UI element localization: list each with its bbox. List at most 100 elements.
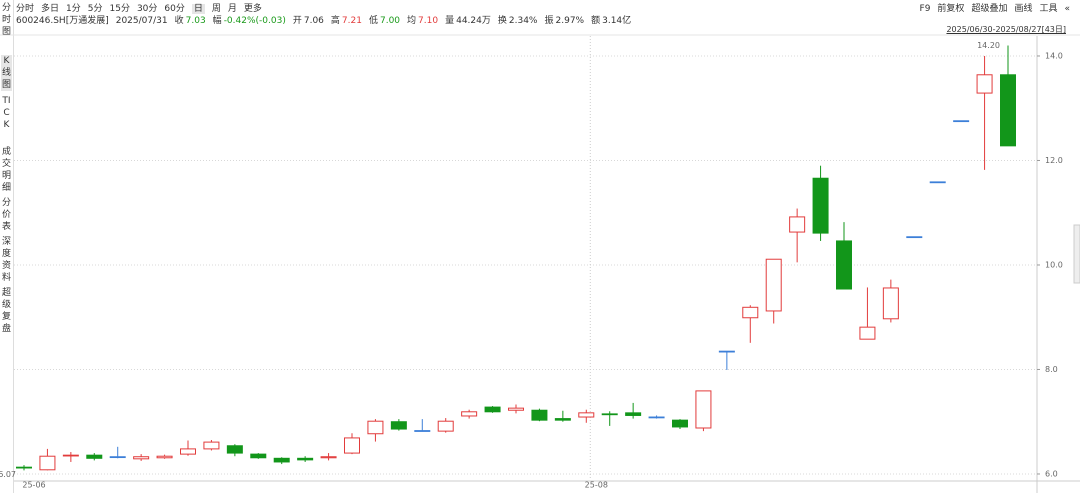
period-button[interactable]: 1分	[66, 4, 81, 14]
quote-item: 低 7.00	[369, 16, 400, 26]
candle-body	[484, 406, 501, 413]
candle-body	[578, 412, 595, 418]
candle-body	[906, 236, 923, 239]
period-button[interactable]: 15分	[109, 4, 130, 14]
candle-body	[976, 74, 993, 94]
candle-body	[390, 421, 407, 430]
candle-body	[601, 413, 618, 416]
stock-code: 600246.SH[万通发展]	[16, 16, 109, 26]
quote-value: -0.42%(-0.03)	[223, 16, 286, 26]
period-button[interactable]: 分时	[16, 4, 35, 14]
candle-body	[1000, 74, 1016, 147]
quote-info: 600246.SH[万通发展] 2025/07/31 收 7.03 幅 -0.42%(-0…	[16, 13, 638, 26]
extreme-label: 6.07	[0, 470, 16, 479]
quote-value: 7.03	[185, 16, 206, 26]
toolbar-right: F9 前复权 超级叠加 画线 工具 «	[913, 1, 1070, 14]
candle-body	[882, 287, 899, 320]
candle-body	[320, 456, 337, 459]
quote-value: 7.00	[379, 16, 401, 26]
period-button[interactable]: 5分	[87, 4, 103, 14]
quote-label: 高	[330, 16, 340, 26]
quote-item: 高 7.21	[331, 16, 362, 26]
sidebar: 分时图 K线图 TICK 成交明细分价表深度资料超级复盘	[0, 0, 14, 493]
quote-item: 量 44.24万	[445, 16, 491, 26]
candle-body	[461, 411, 478, 417]
sidebar-tab[interactable]: 分时图	[1, 3, 11, 37]
y-tick-label: 6.0	[1045, 469, 1058, 478]
y-tick-label: 14.0	[1045, 51, 1063, 60]
tool-button[interactable]: 画线	[1014, 4, 1033, 14]
candle-body	[859, 326, 876, 340]
sidebar-tab[interactable]: 超级复盘	[1, 288, 11, 334]
tool-button[interactable]: 超级叠加	[971, 4, 1008, 14]
candle-body	[789, 216, 806, 233]
tool-button[interactable]: 工具	[1039, 4, 1058, 14]
quote-date: 2025/07/31	[115, 16, 168, 26]
candle-body	[180, 448, 196, 455]
period-button[interactable]: 月	[227, 4, 237, 14]
sidebar-tab[interactable]: TICK	[2, 96, 11, 130]
candle-body	[109, 456, 126, 459]
quote-label: 额	[591, 16, 601, 26]
quote-item: 振 2.97%	[544, 16, 584, 26]
period-button[interactable]: 多日	[41, 4, 60, 14]
quote-item: 幅 -0.42%(-0.03)	[213, 16, 286, 26]
candle-body	[812, 177, 829, 234]
period-button[interactable]: 日	[191, 4, 205, 14]
candle-body	[344, 437, 360, 454]
sidebar-tab[interactable]: 成交明细	[1, 147, 11, 193]
candle-body	[250, 453, 267, 459]
candle-body	[625, 412, 642, 416]
candle-body	[742, 306, 759, 319]
period-button[interactable]: 60分	[164, 4, 185, 14]
candle-body	[39, 455, 56, 471]
candle-body	[414, 430, 431, 432]
extreme-label: 14.20	[977, 41, 1000, 50]
quote-value: 44.24万	[456, 16, 491, 26]
quote-value: 7.06	[303, 16, 324, 26]
candle-body	[953, 120, 970, 123]
toolbar: 分时 多日 1分 5分 15分 30分 60分日周月更多	[16, 1, 269, 14]
quote-value: 2.97%	[555, 16, 585, 26]
y-tick-label: 10.0	[1045, 260, 1063, 269]
quote-label: 均	[407, 16, 417, 26]
tool-button[interactable]: «	[1064, 4, 1070, 14]
candle-body	[437, 420, 454, 432]
candle-body	[86, 454, 103, 459]
period-button[interactable]: 30分	[136, 4, 158, 14]
candle-body	[836, 240, 852, 290]
candle-body	[672, 419, 688, 428]
candle-body	[508, 407, 524, 411]
candle-body	[695, 390, 712, 429]
candle-body	[203, 441, 220, 450]
tool-button[interactable]: 前复权	[937, 4, 965, 14]
date-range: 2025/06/30-2025/08/27[43日]	[946, 25, 1066, 34]
sidebar-tab[interactable]: 深度资料	[1, 237, 11, 283]
y-tick-label: 8.0	[1045, 365, 1058, 374]
candle-body	[765, 258, 782, 312]
candle-body	[273, 457, 290, 463]
candle-body	[929, 181, 946, 184]
tool-button[interactable]: F9	[919, 4, 931, 14]
period-button[interactable]: 周	[211, 4, 221, 14]
quote-item: 换 2.34%	[498, 16, 538, 26]
candle-body	[648, 416, 665, 419]
sidebar-tab[interactable]: 分价表	[1, 198, 11, 232]
candle-body	[62, 454, 79, 457]
candle-body	[156, 455, 173, 459]
quote-value: 7.10	[418, 16, 439, 26]
quote-value: 7.21	[341, 16, 362, 26]
quote-value: 2.34%	[508, 16, 538, 26]
quote-value: 3.14亿	[602, 16, 632, 26]
x-tick-label: 25-06	[22, 481, 45, 490]
candle-body	[16, 466, 32, 469]
candle-body	[554, 418, 571, 421]
quote-label: 换	[497, 16, 507, 26]
sidebar-tab[interactable]: K线图	[1, 55, 12, 91]
period-button[interactable]: 更多	[243, 4, 262, 14]
quote-item: 开 7.06	[293, 16, 324, 26]
y-tick-label: 12.0	[1045, 156, 1063, 165]
quote-label: 低	[368, 16, 378, 26]
